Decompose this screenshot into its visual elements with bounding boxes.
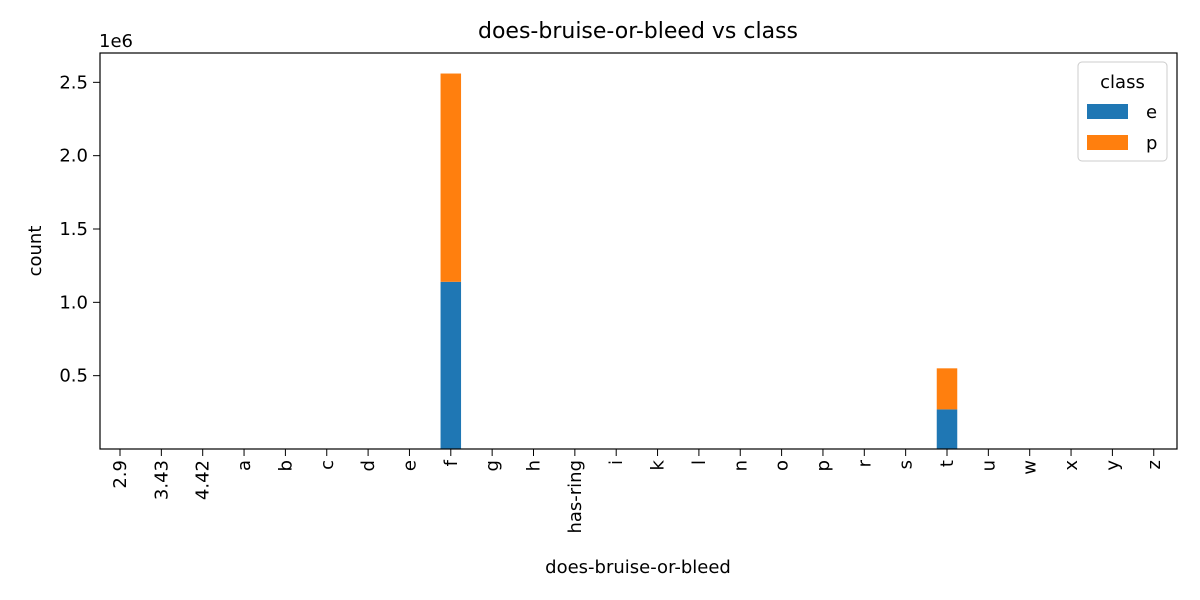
y-tick-label-2.5: 2.5 [59, 72, 88, 93]
bar-f-e [440, 281, 462, 449]
x-tick-label-s: s [896, 460, 917, 469]
y-axis-label: count [25, 226, 46, 277]
legend-swatch-e [1087, 104, 1128, 119]
x-tick-label-x: x [1061, 460, 1082, 471]
x-tick-label-z: z [1144, 460, 1165, 469]
bar-t-e [936, 409, 958, 449]
bar-f-p [440, 73, 462, 282]
legend-label-p: p [1146, 133, 1157, 154]
x-ticks-layer: 2.9 3.43 4.42 a b c d e f g h has-ring i k l n o p r s t u w x y… [110, 449, 1165, 534]
chart-title: does-bruise-or-bleed vs class [478, 19, 798, 44]
x-tick-label-w: w [1020, 460, 1041, 475]
x-tick-label-2.9: 2.9 [110, 460, 131, 489]
x-tick-label-t: t [937, 460, 958, 467]
x-tick-label-e: e [399, 460, 420, 471]
y-tick-label-2.0: 2.0 [59, 146, 88, 167]
legend-swatch-p [1087, 135, 1128, 150]
y-tick-label-1.0: 1.0 [59, 292, 88, 313]
x-tick-label-f: f [441, 459, 462, 466]
x-tick-label-r: r [854, 459, 875, 467]
x-tick-label-b: b [275, 460, 296, 471]
x-tick-label-i: i [606, 460, 627, 465]
y-tick-label-1.5: 1.5 [59, 219, 88, 240]
x-axis-label: does-bruise-or-bleed [545, 557, 731, 578]
x-tick-label-c: c [317, 460, 338, 470]
x-tick-label-h: h [524, 460, 545, 471]
y-ticks-layer: 0.5 1.0 1.5 2.0 2.5 [59, 72, 100, 387]
legend-label-e: e [1146, 102, 1157, 123]
x-tick-label-l: l [689, 460, 710, 465]
plot-frame [99, 52, 1178, 450]
x-tick-label-u: u [978, 460, 999, 471]
x-tick-label-g: g [482, 460, 503, 471]
bar-t-p [936, 368, 958, 410]
legend-title: class [1100, 72, 1145, 93]
x-tick-label-o: o [772, 460, 793, 471]
x-tick-label-d: d [358, 460, 379, 471]
x-tick-label-4.42: 4.42 [193, 460, 214, 500]
x-tick-label-n: n [730, 460, 751, 471]
x-tick-label-y: y [1102, 460, 1123, 471]
y-axis-offset-label: 1e6 [99, 31, 133, 52]
bars-layer [440, 73, 958, 449]
x-tick-label-3.43: 3.43 [151, 460, 172, 500]
x-tick-label-p: p [813, 460, 834, 471]
x-tick-label-a: a [234, 460, 255, 471]
x-tick-label-has-ring: has-ring [565, 460, 586, 534]
x-tick-label-k: k [648, 459, 669, 470]
y-tick-label-0.5: 0.5 [59, 366, 88, 387]
